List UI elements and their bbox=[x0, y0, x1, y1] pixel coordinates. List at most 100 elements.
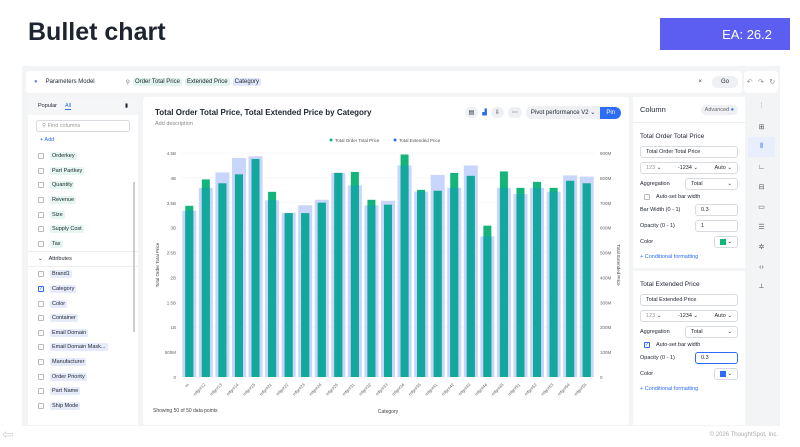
checkbox[interactable] bbox=[38, 153, 44, 160]
tab-all[interactable]: All bbox=[64, 102, 72, 110]
column-item[interactable]: Ship Mode bbox=[28, 399, 138, 414]
column-item[interactable]: Tax bbox=[28, 237, 138, 252]
column-item[interactable]: Email Domain Mask... bbox=[28, 340, 138, 355]
column-item[interactable]: Manufacturer bbox=[28, 355, 138, 370]
column-item[interactable]: Supply Cost bbox=[28, 222, 138, 237]
aggregation-select[interactable]: Total ⌄ bbox=[685, 326, 738, 338]
column-settings-panel: Column Advanced ● Total Order Total Pric… bbox=[633, 97, 745, 425]
table-settings-icon[interactable]: ⊞ bbox=[758, 124, 765, 131]
pivot-selector[interactable]: Pivot performance V2 ⌄ bbox=[525, 106, 601, 119]
redo-icon[interactable]: ↷ bbox=[758, 79, 764, 86]
auto-bar-width-checkbox[interactable] bbox=[644, 194, 650, 200]
checkbox[interactable] bbox=[38, 211, 44, 218]
display-icon[interactable]: ▭ bbox=[758, 204, 765, 211]
opacity-input[interactable]: 1 bbox=[695, 220, 738, 232]
series-name-input[interactable]: Total Extended Price bbox=[640, 294, 738, 306]
checkbox[interactable] bbox=[38, 197, 44, 204]
y2-tick-label: 300M bbox=[600, 300, 612, 305]
conditional-formatting-link[interactable]: + Conditional formatting bbox=[640, 386, 699, 392]
attributes-header[interactable]: ⌄ Attributes bbox=[28, 251, 138, 268]
data-labels-icon[interactable]: ⊟ bbox=[758, 184, 765, 191]
advanced-toggle[interactable]: Advanced ● bbox=[700, 104, 738, 115]
code-icon[interactable]: ‹› bbox=[759, 263, 764, 271]
bullet-chart: 0 0 500M 100M 1B 200M 1.5B 300M 2B 400M 2.5B 500M 3B… bbox=[155, 138, 621, 415]
go-button[interactable]: Go bbox=[711, 76, 738, 88]
conditional-formatting-link[interactable]: + Conditional formatting bbox=[640, 254, 699, 260]
auto-bar-width-checkbox[interactable]: ✓ bbox=[644, 342, 650, 348]
list-icon[interactable]: ☰ bbox=[758, 224, 765, 231]
y-tick-label: 2.5B bbox=[167, 251, 176, 256]
aggregation-select[interactable]: Total ⌄ bbox=[685, 178, 738, 190]
columns-icon[interactable]: ⦀ bbox=[748, 137, 775, 157]
tab-popular[interactable]: Popular bbox=[38, 103, 57, 109]
checkbox[interactable] bbox=[38, 300, 44, 307]
color-picker[interactable]: ⌄ bbox=[714, 368, 738, 380]
column-item[interactable]: Color bbox=[28, 296, 138, 311]
color-picker[interactable]: ⌄ bbox=[714, 236, 738, 248]
sparkle-icon[interactable]: ✲ bbox=[758, 244, 765, 251]
search-token[interactable]: Extended Price bbox=[184, 78, 230, 86]
pin-button[interactable]: Pin bbox=[600, 106, 621, 119]
checkbox[interactable] bbox=[38, 226, 44, 233]
column-item[interactable]: Order Priority bbox=[28, 369, 138, 384]
format-select[interactable]: Auto ⌄ bbox=[714, 313, 732, 319]
format-select[interactable]: 123 ⌄ bbox=[646, 165, 662, 171]
collapse-panel-icon[interactable]: ▮ bbox=[124, 103, 128, 109]
column-item[interactable]: Part Name bbox=[28, 384, 138, 399]
chart-title[interactable]: Total Order Total Price, Total Extended … bbox=[155, 108, 372, 117]
reset-icon[interactable]: ↻ bbox=[769, 79, 776, 86]
checkbox[interactable] bbox=[38, 388, 44, 395]
checkbox[interactable] bbox=[38, 402, 44, 409]
column-item[interactable]: ✓ Category bbox=[28, 282, 138, 297]
download-icon[interactable]: ⇩ bbox=[490, 107, 504, 118]
checkbox[interactable] bbox=[38, 315, 44, 322]
model-selector[interactable]: Parameters Model bbox=[45, 79, 95, 85]
opacity-input[interactable]: 0.3 bbox=[695, 352, 738, 364]
table-view-icon[interactable]: ▤ bbox=[464, 107, 479, 118]
undo-icon[interactable]: ↶ bbox=[746, 79, 753, 86]
column-item[interactable]: Brand1 bbox=[28, 267, 138, 282]
add-description[interactable]: Add description bbox=[155, 121, 193, 127]
checkbox[interactable] bbox=[38, 373, 44, 380]
format-select[interactable]: Auto ⌄ bbox=[714, 165, 732, 171]
clear-icon[interactable]: × bbox=[698, 79, 702, 85]
checkbox[interactable] bbox=[38, 167, 44, 174]
search-token[interactable]: Category bbox=[232, 78, 261, 86]
checkbox[interactable]: ✓ bbox=[38, 286, 44, 293]
bar-overlap bbox=[185, 210, 194, 377]
section-title: Total Extended Price bbox=[640, 281, 700, 288]
format-select[interactable]: -1234 ⌄ bbox=[677, 313, 699, 319]
checkbox[interactable] bbox=[38, 240, 44, 247]
column-item[interactable]: Revenue bbox=[28, 193, 138, 208]
checkbox[interactable] bbox=[38, 182, 44, 189]
chart-view-icon[interactable]: ▟ bbox=[482, 110, 487, 116]
format-select[interactable]: -1234 ⌄ bbox=[677, 165, 699, 171]
checkbox[interactable] bbox=[38, 359, 44, 366]
x-tick-label: mfgr#21 bbox=[258, 382, 273, 397]
bar-width-input[interactable]: 0.3 bbox=[695, 204, 738, 216]
axis-icon[interactable]: ∟ bbox=[758, 163, 765, 171]
column-item[interactable]: Part Partkey bbox=[28, 164, 138, 179]
checkbox[interactable] bbox=[38, 271, 44, 278]
series-name-input[interactable]: Total Order Total Price bbox=[640, 146, 738, 158]
column-item[interactable]: Quantity bbox=[28, 178, 138, 193]
column-item[interactable]: Email Domain bbox=[28, 326, 138, 341]
column-item[interactable]: Size bbox=[28, 207, 138, 222]
search-token[interactable]: Order Total Price bbox=[133, 78, 182, 86]
scrollbar[interactable] bbox=[133, 182, 135, 332]
chart-type-icon[interactable]: ⫶ bbox=[760, 103, 763, 110]
pin-icon[interactable]: ⟂ bbox=[759, 283, 764, 290]
back-arrow-icon[interactable]: ⇦ bbox=[2, 426, 14, 442]
checkbox[interactable] bbox=[38, 329, 44, 336]
add-button[interactable]: + Add bbox=[40, 137, 55, 143]
format-select[interactable]: 123 ⌄ bbox=[646, 313, 662, 319]
column-item[interactable]: Container bbox=[28, 311, 138, 326]
auto-bar-width-label: Auto-set bar width bbox=[656, 194, 701, 200]
column-item[interactable]: Orderkey bbox=[28, 149, 138, 164]
column-label: Category bbox=[50, 285, 77, 294]
bar-overlap bbox=[582, 183, 591, 377]
column-label: Ship Mode bbox=[50, 401, 81, 410]
find-columns-input[interactable]: ⚲ Find columns bbox=[36, 120, 130, 132]
checkbox[interactable] bbox=[38, 344, 44, 351]
more-icon[interactable]: ⋯ bbox=[507, 107, 522, 118]
